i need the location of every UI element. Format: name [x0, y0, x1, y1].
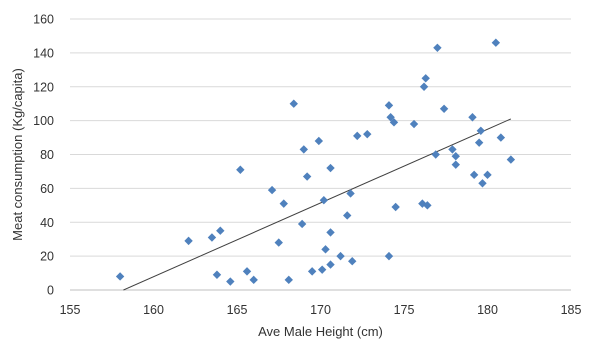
data-point — [483, 170, 492, 180]
trendline — [123, 118, 512, 291]
data-point — [279, 199, 288, 208]
x-tick-label: 170 — [310, 303, 331, 317]
y-tick-label: 100 — [33, 114, 54, 128]
y-tick-label: 20 — [40, 250, 54, 264]
data-point — [363, 129, 372, 139]
x-tick-label: 175 — [394, 303, 415, 317]
data-point — [353, 131, 362, 141]
data-point — [451, 160, 460, 169]
data-point — [284, 275, 293, 285]
data-point — [274, 238, 283, 247]
data-point — [346, 189, 355, 198]
x-axis-tick-labels: 155 160 165 170 175 180 185 — [60, 303, 582, 317]
data-point — [439, 104, 449, 113]
data-point — [216, 226, 225, 235]
data-point — [289, 99, 298, 108]
y-axis-tick-labels: 0 20 40 60 80 100 120 140 160 — [33, 13, 54, 298]
data-point — [409, 119, 419, 129]
y-tick-label: 60 — [40, 182, 54, 196]
x-tick-label: 185 — [561, 303, 582, 317]
data-point — [226, 277, 235, 286]
data-point — [386, 113, 395, 122]
x-tick-label: 165 — [227, 303, 248, 317]
data-point — [302, 172, 312, 181]
data-point — [299, 145, 308, 154]
data-point — [336, 251, 345, 261]
data-point — [419, 82, 429, 91]
data-point — [431, 150, 440, 159]
data-points — [115, 38, 516, 286]
data-point — [474, 138, 484, 147]
data-point — [478, 179, 487, 188]
data-point — [491, 38, 501, 47]
data-point — [496, 133, 506, 142]
data-point — [317, 265, 327, 274]
data-point — [468, 113, 477, 122]
data-point — [448, 145, 457, 154]
data-point — [433, 43, 442, 52]
data-point — [207, 233, 217, 242]
data-point — [307, 267, 317, 276]
data-point — [384, 251, 394, 261]
data-point — [212, 270, 222, 279]
data-point — [326, 228, 335, 237]
gridlines — [70, 18, 571, 257]
x-tick-label: 155 — [60, 303, 81, 317]
data-point — [236, 165, 245, 174]
y-tick-label: 40 — [40, 216, 54, 230]
data-point — [115, 272, 125, 281]
y-tick-label: 80 — [40, 148, 54, 162]
data-point — [319, 196, 329, 205]
data-point — [267, 185, 277, 195]
y-tick-label: 120 — [33, 80, 54, 94]
data-point — [384, 101, 394, 110]
y-tick-label: 0 — [47, 284, 54, 298]
y-axis-title: Meat consumption (Kg/capita) — [10, 68, 25, 241]
data-point — [242, 267, 252, 276]
data-point — [421, 74, 430, 83]
data-point — [184, 236, 193, 246]
x-tick-label: 160 — [143, 303, 164, 317]
data-point — [321, 245, 330, 254]
data-point — [423, 201, 432, 210]
data-point — [326, 163, 335, 173]
data-point — [469, 170, 479, 180]
y-tick-label: 140 — [33, 46, 54, 60]
data-point — [506, 155, 516, 164]
x-tick-label: 180 — [477, 303, 498, 317]
data-point — [314, 136, 324, 146]
data-point — [348, 257, 357, 266]
data-point — [249, 275, 258, 285]
data-point — [389, 118, 399, 127]
data-point — [451, 151, 460, 161]
y-tick-label: 160 — [33, 13, 54, 27]
data-point — [326, 260, 335, 269]
data-point — [343, 211, 352, 220]
x-axis-title: Ave Male Height (cm) — [258, 324, 383, 339]
data-point — [476, 126, 486, 135]
data-point — [297, 219, 307, 229]
data-point — [391, 202, 400, 212]
